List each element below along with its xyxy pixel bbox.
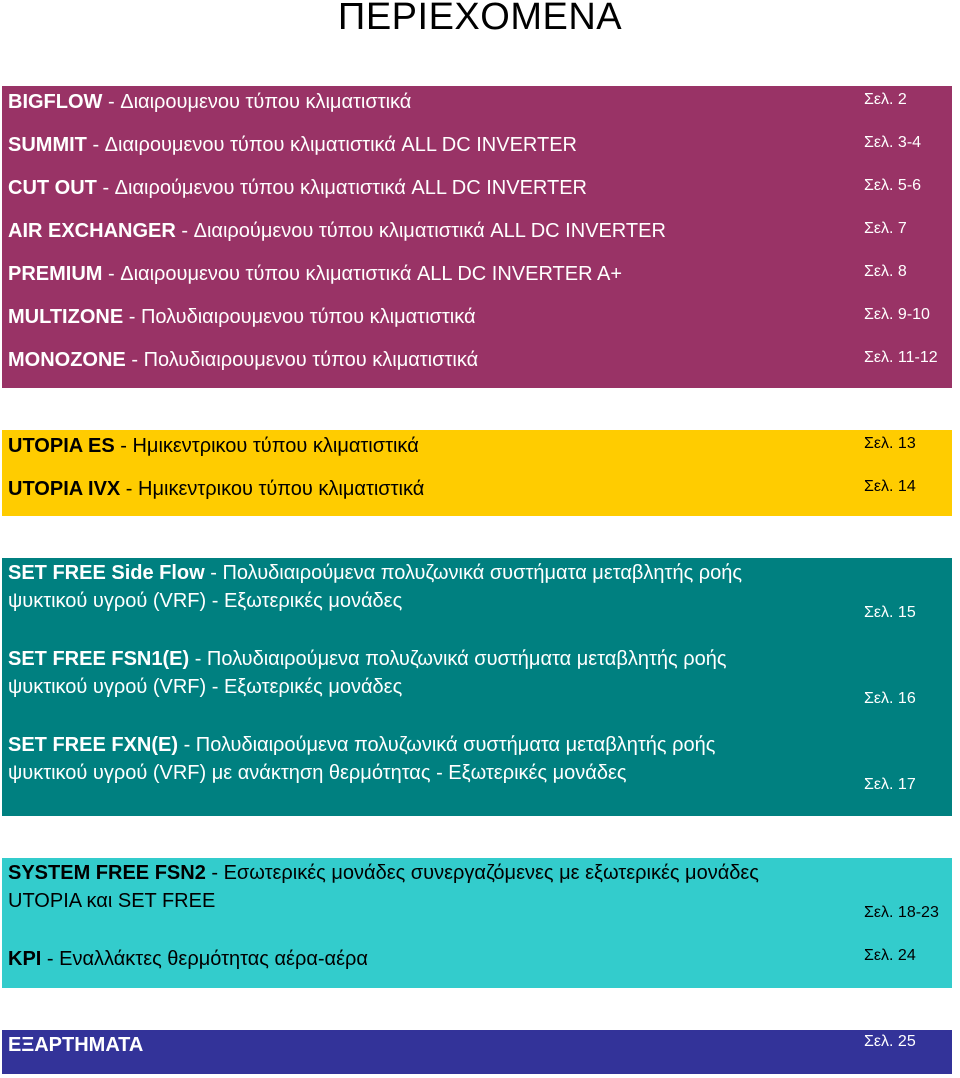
entry-page: Σελ. 16 [864, 690, 916, 707]
entry-page: Σελ. 2 [864, 91, 907, 108]
section-split-units: BIGFLOW - Διαιρουμενου τύπου κλιματιστικ… [2, 86, 952, 388]
entry-page: Σελ. 8 [864, 263, 907, 280]
entry-desc: Ημικεντρικου τύπου κλιματιστικά [138, 478, 425, 500]
entry-name: KPI [8, 948, 42, 970]
entry-name: SET FREE FSN1(E) [8, 648, 190, 670]
entry-desc: Πολυδιαιρούμενα πολυζωνικά συστήματα μετ… [8, 562, 743, 612]
entry-name: UTOPIA IVX [8, 478, 121, 500]
entry-page: Σελ. 11-12 [864, 349, 938, 366]
entry-desc: Εναλλάκτες θερμότητας αέρα-αέρα [59, 948, 368, 970]
entry-name: UTOPIA ES [8, 435, 115, 457]
entry-desc: Διαιρουμενου τύπου κλιματιστικά [120, 91, 412, 113]
entry-page: Σελ. 3-4 [864, 134, 922, 151]
entry-name: BIGFLOW [8, 91, 103, 113]
entry-name: SET FREE Side Flow [8, 562, 205, 584]
entry-name: PREMIUM [8, 263, 103, 285]
entry-desc: Ημικεντρικου τύπου κλιματιστικά [132, 435, 419, 457]
entry-page: Σελ. 17 [864, 776, 916, 793]
entry-desc: Πολυδιαιρούμενα πολυζωνικά συστήματα μετ… [8, 734, 716, 784]
entry-desc: Διαιρουμενου τύπου κλιματιστικά ALL DC I… [104, 134, 577, 156]
entry-name: CUT OUT [8, 177, 97, 199]
entry-desc: Πολυδιαιρούμενα πολυζωνικά συστήματα μετ… [8, 648, 727, 698]
entry-desc: Διαιρουμενου τύπου κλιματιστικά ALL DC I… [120, 263, 623, 285]
entry-page: Σελ. 24 [864, 947, 916, 964]
section-accessories: ΕΞΑΡΤΗΜΑΤΑ Σελ. 25 [2, 1030, 952, 1074]
entry-page: Σελ. 15 [864, 604, 916, 621]
entry-desc: Διαιρούμενου τύπου κλιματιστικά ALL DC I… [193, 220, 666, 242]
entry-desc: Πολυδιαιρουμενου τύπου κλιματιστικά [140, 306, 476, 328]
entry-desc: Διαιρούμενου τύπου κλιματιστικά ALL DC I… [114, 177, 587, 199]
entry-desc: Πολυδιαιρουμενου τύπου κλιματιστικά [143, 349, 479, 371]
entry-name: SUMMIT [8, 134, 87, 156]
entry-name: SET FREE FXN(E) [8, 734, 179, 756]
entry-name: MONOZONE [8, 349, 126, 371]
entry-name: ΕΞΑΡΤΗΜΑΤΑ [8, 1034, 144, 1056]
entry-desc: Εσωτερικές μονάδες συνεργαζόμενες με εξω… [8, 862, 759, 912]
section-vrf-outdoor: SET FREE Side Flow - Πολυδιαιρούμενα πολ… [2, 558, 952, 816]
entry-page: Σελ. 18-23 [864, 904, 939, 921]
entry-name: AIR EXCHANGER [8, 220, 176, 242]
page-title: ΠΕΡΙΕΧΟΜΕΝΑ [337, 0, 623, 38]
entry-page: Σελ. 9-10 [864, 306, 930, 323]
entry-page: Σελ. 13 [864, 435, 916, 452]
entry-page: Σελ. 7 [864, 220, 907, 237]
entry-name: MULTIZONE [8, 306, 124, 328]
entry-page: Σελ. 25 [864, 1033, 916, 1050]
entry-name: SYSTEM FREE FSN2 [8, 862, 206, 884]
entry-page: Σελ. 5-6 [864, 177, 922, 194]
entry-page: Σελ. 14 [864, 478, 916, 495]
section-indoor-units: SYSTEM FREE FSN2 - Εσωτερικές μονάδες συ… [2, 858, 952, 988]
section-semi-central: UTOPIA ES - Ημικεντρικου τύπου κλιματιστ… [2, 430, 952, 516]
